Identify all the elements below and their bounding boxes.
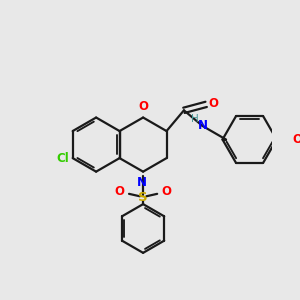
Text: H: H xyxy=(191,114,199,124)
Text: N: N xyxy=(198,119,208,133)
Text: Cl: Cl xyxy=(57,152,69,165)
Text: N: N xyxy=(137,176,147,189)
Text: O: O xyxy=(138,100,148,113)
Text: O: O xyxy=(292,133,300,146)
Text: O: O xyxy=(115,185,125,198)
Text: O: O xyxy=(208,97,218,110)
Text: S: S xyxy=(138,191,148,204)
Text: O: O xyxy=(161,185,172,198)
